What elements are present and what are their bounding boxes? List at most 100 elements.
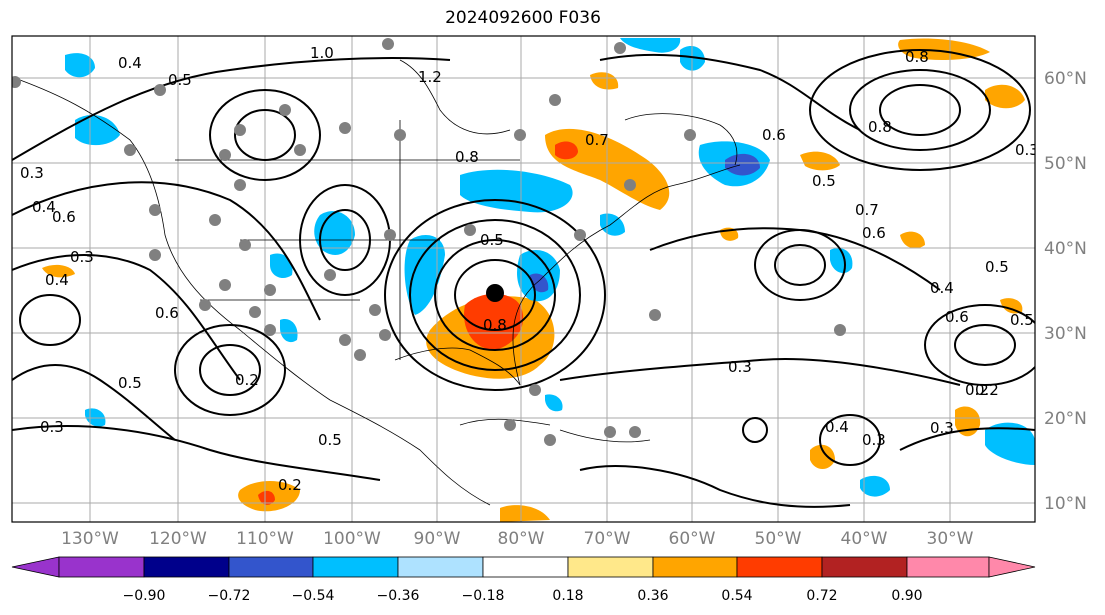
positive-anomaly-patch bbox=[258, 490, 275, 505]
contour-label: 0.6 bbox=[862, 224, 886, 242]
observation-dot bbox=[629, 426, 641, 438]
contour-label: 1.0 bbox=[310, 44, 334, 62]
negative-anomaly-patch bbox=[75, 115, 120, 146]
observation-dot bbox=[339, 334, 351, 346]
contour-label: 0.5 bbox=[168, 71, 192, 89]
lat-label: 30°N bbox=[1044, 324, 1087, 344]
negative-anomaly-patch bbox=[985, 422, 1035, 465]
observation-dot bbox=[199, 299, 211, 311]
positive-anomaly-patch bbox=[590, 72, 619, 90]
lon-label: 130°W bbox=[61, 529, 119, 549]
contour-label: 0.3 bbox=[862, 431, 886, 449]
observation-dot bbox=[604, 426, 616, 438]
contour-label: 0.5 bbox=[480, 231, 504, 249]
positive-anomaly-patch bbox=[464, 293, 524, 350]
lon-label: 90°W bbox=[414, 529, 461, 549]
negative-anomaly-patch bbox=[460, 169, 573, 213]
observation-dot bbox=[684, 129, 696, 141]
colorbar-tick: −0.90 bbox=[123, 588, 166, 604]
lon-label: 80°W bbox=[498, 529, 545, 549]
observation-dot bbox=[234, 124, 246, 136]
observation-dot bbox=[649, 309, 661, 321]
lat-label: 20°N bbox=[1044, 409, 1087, 429]
lon-label: 40°W bbox=[841, 529, 888, 549]
longitude-labels: 130°W 120°W 110°W 100°W 90°W 80°W 70°W 6… bbox=[61, 529, 974, 549]
negative-anomaly-patch bbox=[545, 394, 563, 412]
observation-dot bbox=[209, 214, 221, 226]
colorbar-under-triangle bbox=[11, 556, 60, 578]
positive-anomaly-patch bbox=[1000, 298, 1023, 314]
colorbar-segment bbox=[821, 556, 908, 578]
positive-anomaly-patch bbox=[800, 151, 840, 171]
observation-dots bbox=[12, 38, 846, 446]
observation-dot bbox=[394, 129, 406, 141]
colorbar-segment bbox=[482, 556, 569, 578]
lon-label: 60°W bbox=[669, 529, 716, 549]
lat-label: 50°N bbox=[1044, 154, 1087, 174]
observation-dot bbox=[614, 42, 626, 54]
colorbar-segment bbox=[58, 556, 145, 578]
colorbar-tick: −0.72 bbox=[208, 588, 251, 604]
contour-label: 0.6 bbox=[762, 126, 786, 144]
contour-label: 0.4 bbox=[32, 198, 56, 216]
contour-label: 0.8 bbox=[455, 148, 479, 166]
map-title: 2024092600 F036 bbox=[445, 8, 601, 28]
colorbar-tick: −0.18 bbox=[462, 588, 505, 604]
observation-dot bbox=[249, 306, 261, 318]
observation-dot bbox=[384, 229, 396, 241]
contour-label: 0.3 bbox=[70, 248, 94, 266]
negative-anomaly-patch bbox=[270, 253, 293, 279]
contour-label: 0.3 bbox=[930, 419, 954, 437]
observation-dot bbox=[219, 149, 231, 161]
observation-dot bbox=[504, 419, 516, 431]
positive-anomaly-patch bbox=[810, 444, 835, 469]
colorbar-segment bbox=[228, 556, 314, 578]
contour-label: 0.3 bbox=[728, 358, 752, 376]
positive-anomaly-patch bbox=[900, 231, 925, 249]
observation-dot bbox=[549, 94, 561, 106]
lat-label: 10°N bbox=[1044, 494, 1087, 514]
observation-dot bbox=[234, 179, 246, 191]
colorbar bbox=[11, 556, 1036, 578]
contour-lines bbox=[12, 49, 1035, 508]
contour-label: 0.4 bbox=[930, 279, 954, 297]
contour-label: 1.2 bbox=[418, 68, 442, 86]
colorbar-segment bbox=[312, 556, 399, 578]
observation-dot bbox=[279, 104, 291, 116]
contour-label: 0.2 bbox=[975, 381, 999, 399]
shaded-fields bbox=[42, 38, 1035, 522]
observation-dot bbox=[514, 129, 526, 141]
observation-dot bbox=[149, 204, 161, 216]
contour-label: 0.6 bbox=[155, 304, 179, 322]
colorbar-segment bbox=[567, 556, 654, 578]
contour-label: 0.7 bbox=[585, 131, 609, 149]
colorbar-tick-labels: −0.90 −0.72 −0.54 −0.36 −0.18 0.18 0.36 … bbox=[123, 588, 923, 604]
colorbar-segment bbox=[736, 556, 823, 578]
colorbar-tick: 0.72 bbox=[806, 588, 837, 604]
colorbar-tick: 0.90 bbox=[891, 588, 922, 604]
contour-label: 0.4 bbox=[825, 418, 849, 436]
contour-label: 0.4 bbox=[45, 271, 69, 289]
observation-dot bbox=[339, 122, 351, 134]
observation-dot bbox=[624, 179, 636, 191]
observation-dot bbox=[12, 76, 21, 88]
contour-label: 0.5 bbox=[1010, 311, 1034, 329]
contour-label: 0.5 bbox=[318, 431, 342, 449]
negative-anomaly-patch bbox=[404, 235, 445, 315]
observation-dot bbox=[379, 329, 391, 341]
observation-dot bbox=[544, 434, 556, 446]
contour-label: 0.6 bbox=[945, 308, 969, 326]
contour-label: 0.3 bbox=[1015, 141, 1039, 159]
contour-labels: 0.4 0.5 0.6 0.3 0.4 0.6 0.3 0.4 0.7 0.8 … bbox=[20, 44, 1039, 494]
observation-dot bbox=[382, 38, 394, 50]
contour-label: 0.4 bbox=[118, 54, 142, 72]
colorbar-tick: −0.54 bbox=[292, 588, 335, 604]
colorbar-over-triangle bbox=[988, 556, 1036, 578]
contour-label: 0.6 bbox=[52, 208, 76, 226]
observation-dot bbox=[264, 284, 276, 296]
observation-dot bbox=[369, 304, 381, 316]
observation-dot bbox=[124, 144, 136, 156]
colorbar-segment bbox=[652, 556, 738, 578]
positive-anomaly-patch bbox=[555, 141, 578, 160]
